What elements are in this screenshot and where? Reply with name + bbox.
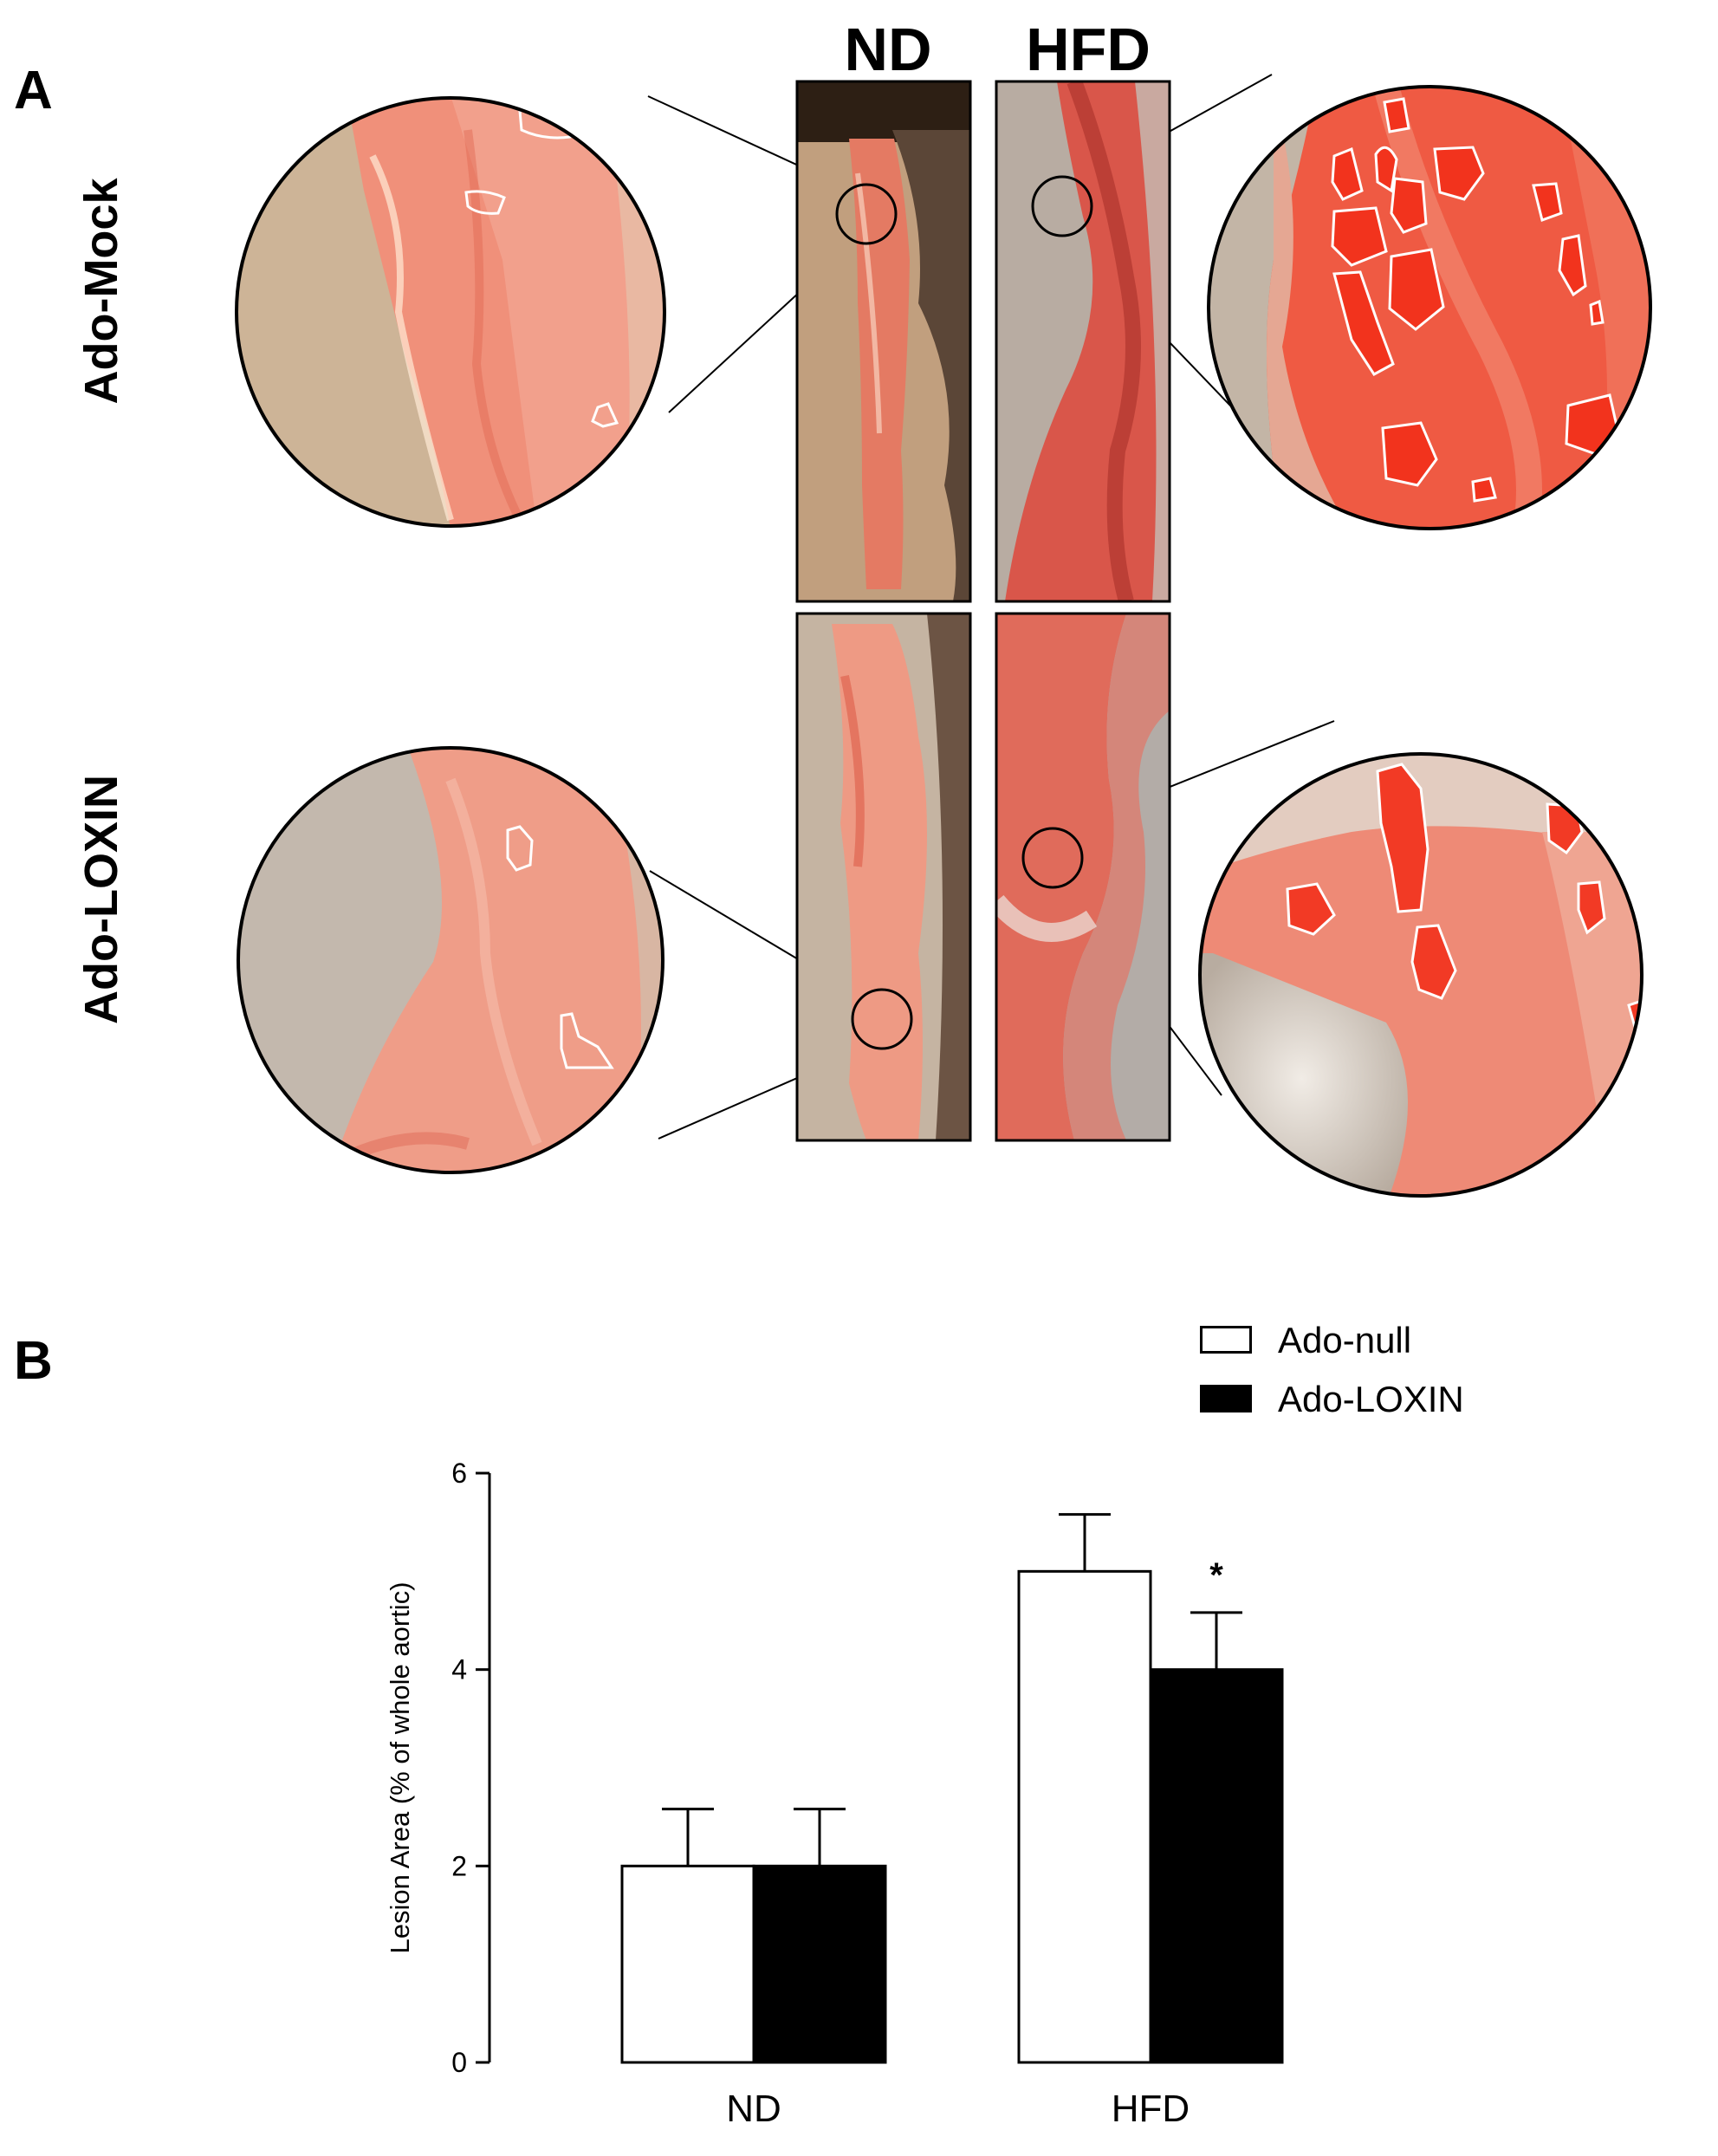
zoom-circle-loxin-hfd: [1200, 754, 1642, 1196]
y-axis-label: Lesion Area (% of whole aortic): [385, 1581, 415, 1953]
significance-annotations: *: [1209, 1556, 1223, 1594]
aorta-strip-loxin-hfd: [996, 614, 1170, 1140]
x-tick-label: HFD: [1112, 2088, 1190, 2130]
legend-label-ado-null: Ado-null: [1278, 1320, 1412, 1360]
y-tick-label: 6: [451, 1458, 467, 1489]
legend-swatch-ado-loxin: [1200, 1385, 1252, 1412]
zoom-circle-mock-nd: [237, 98, 665, 526]
bar-nd-ado-loxin: [752, 1864, 887, 2064]
x-tick-label: ND: [726, 2088, 781, 2130]
panel-b-letter: B: [14, 1331, 53, 1391]
bar-hfd-ado-null: [1017, 1569, 1152, 2064]
y-tick-label: 0: [451, 2047, 467, 2078]
zoom-circle-mock-hfd: [1209, 87, 1650, 529]
legend-label-ado-loxin: Ado-LOXIN: [1278, 1379, 1464, 1419]
legend-swatch-ado-null: [1200, 1326, 1252, 1354]
micrograph-panel: [235, 74, 1652, 1198]
y-tick-label: 2: [451, 1850, 467, 1881]
y-axis-ticks: 0 2 4 6: [451, 1458, 489, 2078]
significance-marker: *: [1209, 1556, 1223, 1594]
aorta-strip-mock-nd: [797, 81, 970, 601]
aorta-strip-loxin-nd: [797, 614, 970, 1140]
bar-hfd-ado-loxin: [1149, 1668, 1284, 2064]
panel-a-letter: A: [14, 61, 53, 120]
lesion-area-bar-chart: 0 2 4 6 ND HFD * Lesion Area (% of whole aor…: [385, 1458, 1284, 2130]
bar-group: [620, 1513, 1284, 2064]
column-label-nd: ND: [844, 16, 932, 83]
zoom-circle-loxin-nd: [238, 748, 663, 1172]
x-axis-labels: ND HFD: [726, 2088, 1190, 2130]
aorta-strip-mock-hfd: [996, 81, 1170, 601]
column-label-hfd: HFD: [1026, 16, 1151, 83]
bar-nd-ado-null: [620, 1864, 755, 2064]
y-tick-label: 4: [451, 1654, 467, 1685]
chart-legend: Ado-null Ado-LOXIN: [1200, 1317, 1564, 1421]
